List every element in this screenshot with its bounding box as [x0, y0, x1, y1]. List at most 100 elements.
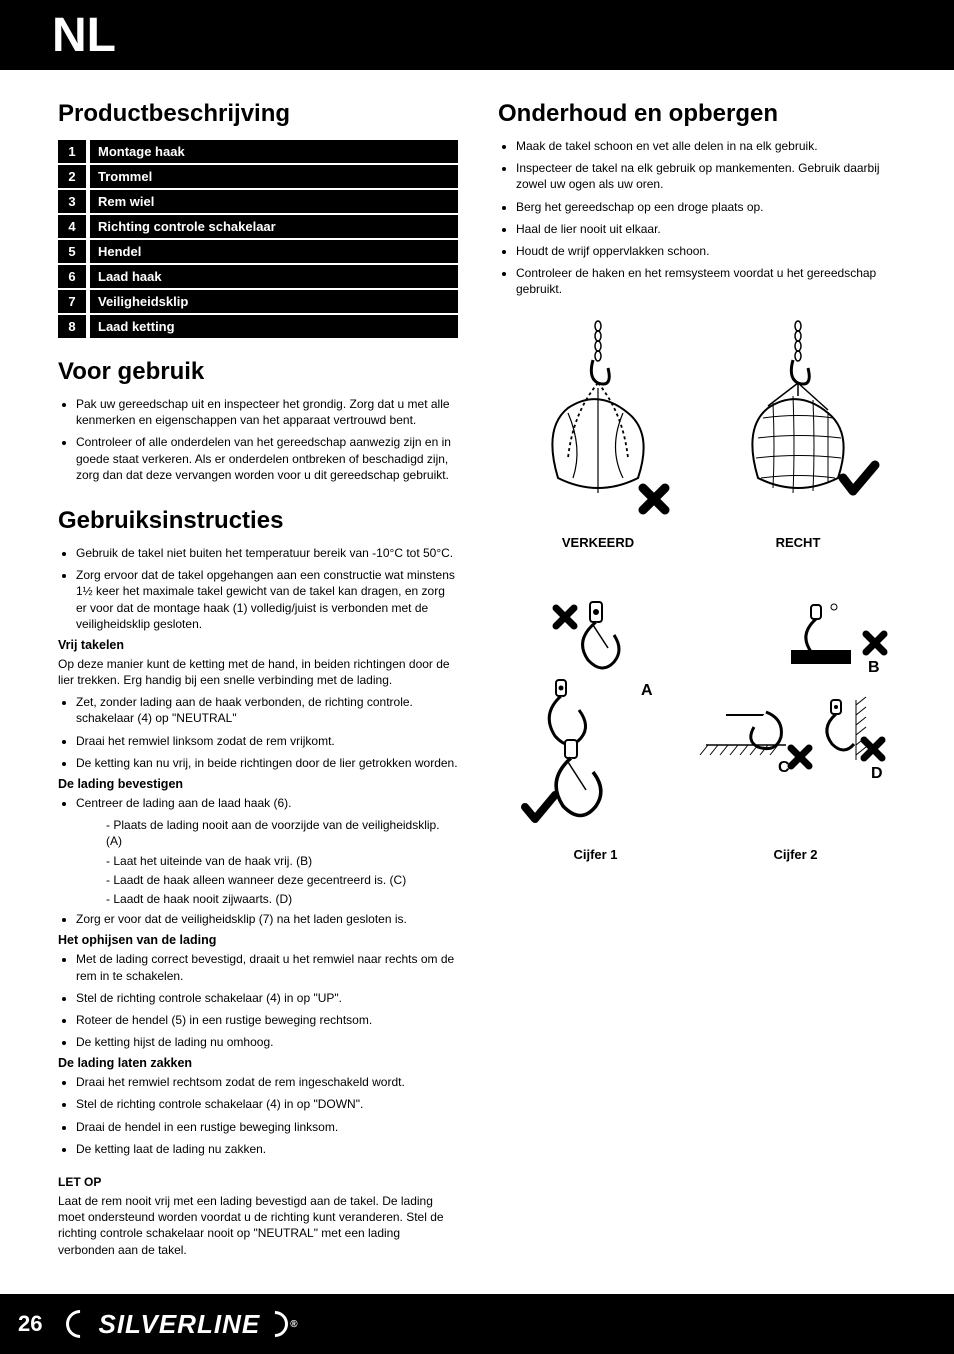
part-label: Laad haak	[86, 265, 458, 288]
gebruik-intro-list: Gebruik de takel niet buiten het tempera…	[58, 545, 458, 632]
list-item: Inspecteer de takel na elk gebruik op ma…	[516, 160, 898, 192]
onderhoud-list: Maak de takel schoon en vet alle delen i…	[498, 138, 898, 298]
right-load-icon	[713, 318, 883, 518]
list-item: Draai het remwiel linksom zodat de rem v…	[76, 733, 458, 749]
right-column: Onderhoud en opbergen Maak de takel scho…	[498, 100, 898, 1264]
part-number: 8	[58, 315, 86, 338]
caption-verkeerd: VERKEERD	[508, 535, 688, 550]
table-row: 6Laad haak	[58, 265, 458, 288]
list-item: Plaats de lading nooit aan de voorzijde …	[106, 817, 458, 849]
diagram-right	[708, 318, 888, 523]
part-number: 4	[58, 215, 86, 238]
registered-icon: ®	[290, 1319, 298, 1330]
header-bar: NL	[0, 0, 954, 70]
label-b: B	[868, 659, 880, 676]
page-number: 26	[18, 1311, 42, 1337]
table-row: 1Montage haak	[58, 140, 458, 163]
part-label: Montage haak	[86, 140, 458, 163]
part-number: 6	[58, 265, 86, 288]
table-row: 5Hendel	[58, 240, 458, 263]
list-item: Gebruik de takel niet buiten het tempera…	[76, 545, 458, 561]
lading-bevestigen-list: Centreer de lading aan de laad haak (6).	[58, 795, 458, 811]
section-onderhoud-title: Onderhoud en opbergen	[498, 100, 898, 128]
captions-row-1: VERKEERD RECHT	[498, 523, 898, 550]
table-row: 7Veiligheidsklip	[58, 290, 458, 313]
part-number: 7	[58, 290, 86, 313]
part-label: Richting controle schakelaar	[86, 215, 458, 238]
list-item: Met de lading correct bevestigd, draait …	[76, 951, 458, 983]
part-label: Hendel	[86, 240, 458, 263]
diagram-row-2: A	[498, 600, 898, 835]
table-row: 3Rem wiel	[58, 190, 458, 213]
list-item: Zorg ervoor dat de takel opgehangen aan …	[76, 567, 458, 632]
list-item: Roteer de hendel (5) in een rustige bewe…	[76, 1012, 458, 1028]
diagram-cijfer-1: A	[501, 600, 691, 835]
part-label: Trommel	[86, 165, 458, 188]
lading-bevestigen-sublist: Plaats de lading nooit aan de voorzijde …	[58, 817, 458, 907]
label-a: A	[641, 682, 653, 699]
list-item: Controleer de haken en het remsysteem vo…	[516, 265, 898, 297]
list-item: Draai het remwiel rechtsom zodat de rem …	[76, 1074, 458, 1090]
list-item: De ketting laat de lading nu zakken.	[76, 1141, 458, 1157]
list-item: Maak de takel schoon en vet alle delen i…	[516, 138, 898, 154]
vrij-takelen-list: Zet, zonder lading aan de haak verbonden…	[58, 694, 458, 771]
caption-cijfer-1: Cijfer 1	[501, 847, 691, 862]
list-item: Laat het uiteinde van de haak vrij. (B)	[106, 853, 458, 869]
part-number: 2	[58, 165, 86, 188]
subhead-zakken: De lading laten zakken	[58, 1056, 458, 1070]
list-item: Stel de richting controle schakelaar (4)…	[76, 990, 458, 1006]
list-item: Pak uw gereedschap uit en inspecteer het…	[76, 396, 458, 428]
list-item: Draai de hendel in een rustige beweging …	[76, 1119, 458, 1135]
list-item: Laadt de haak nooit zijwaarts. (D)	[106, 891, 458, 907]
left-column: Productbeschrijving 1Montage haak2Tromme…	[58, 100, 458, 1264]
zakken-list: Draai het remwiel rechtsom zodat de rem …	[58, 1074, 458, 1157]
list-item: De ketting hijst de lading nu omhoog.	[76, 1034, 458, 1050]
voor-gebruik-list: Pak uw gereedschap uit en inspecteer het…	[58, 396, 458, 483]
part-label: Veiligheidsklip	[86, 290, 458, 313]
brand-logo: SILVERLINE ®	[66, 1309, 298, 1340]
lading-bevestigen-list-end: Zorg er voor dat de veiligheidsklip (7) …	[58, 911, 458, 927]
section-productbeschrijving-title: Productbeschrijving	[58, 100, 458, 128]
section-voor-gebruik-title: Voor gebruik	[58, 358, 458, 386]
ophijsen-list: Met de lading correct bevestigd, draait …	[58, 951, 458, 1050]
brand-swoosh-end-icon	[257, 1306, 294, 1343]
list-item: Zet, zonder lading aan de haak verbonden…	[76, 694, 458, 726]
label-d: D	[871, 765, 883, 782]
part-label: Rem wiel	[86, 190, 458, 213]
language-code: NL	[52, 8, 116, 63]
part-number: 5	[58, 240, 86, 263]
vrij-takelen-text: Op deze manier kunt de ketting met de ha…	[58, 656, 458, 688]
brand-swoosh-icon	[61, 1304, 101, 1344]
table-row: 4Richting controle schakelaar	[58, 215, 458, 238]
hook-figure-2-icon: B	[696, 600, 896, 830]
diagram-wrong	[508, 318, 688, 523]
subhead-lading-bevestigen: De lading bevestigen	[58, 777, 458, 791]
list-item: Laadt de haak alleen wanneer deze gecent…	[106, 872, 458, 888]
subhead-vrij-takelen: Vrij takelen	[58, 638, 458, 652]
subhead-ophijsen: Het ophijsen van de lading	[58, 933, 458, 947]
section-gebruiksinstructies-title: Gebruiksinstructies	[58, 507, 458, 535]
page-content: Productbeschrijving 1Montage haak2Tromme…	[0, 70, 954, 1264]
parts-table: 1Montage haak2Trommel3Rem wiel4Richting …	[58, 138, 458, 340]
footer-bar: 26 SILVERLINE ®	[0, 1294, 954, 1354]
caption-cijfer-2: Cijfer 2	[696, 847, 896, 862]
list-item: Houdt de wrijf oppervlakken schoon.	[516, 243, 898, 259]
list-item: Haal de lier nooit uit elkaar.	[516, 221, 898, 237]
letop-text: Laat de rem nooit vrij met een lading be…	[58, 1193, 458, 1258]
list-item: Berg het gereedschap op een droge plaats…	[516, 199, 898, 215]
letop-title: LET OP	[58, 1175, 458, 1189]
brand-name: SILVERLINE	[98, 1309, 260, 1340]
list-item: Centreer de lading aan de laad haak (6).	[76, 795, 458, 811]
caption-recht: RECHT	[708, 535, 888, 550]
hook-figure-1-icon: A	[501, 600, 691, 830]
table-row: 2Trommel	[58, 165, 458, 188]
list-item: De ketting kan nu vrij, in beide richtin…	[76, 755, 458, 771]
list-item: Controleer of alle onderdelen van het ge…	[76, 434, 458, 483]
table-row: 8Laad ketting	[58, 315, 458, 338]
diagram-row-1	[498, 318, 898, 523]
captions-row-2: Cijfer 1 Cijfer 2	[498, 835, 898, 862]
list-item: Stel de richting controle schakelaar (4)…	[76, 1096, 458, 1112]
part-number: 3	[58, 190, 86, 213]
list-item: Zorg er voor dat de veiligheidsklip (7) …	[76, 911, 458, 927]
part-label: Laad ketting	[86, 315, 458, 338]
